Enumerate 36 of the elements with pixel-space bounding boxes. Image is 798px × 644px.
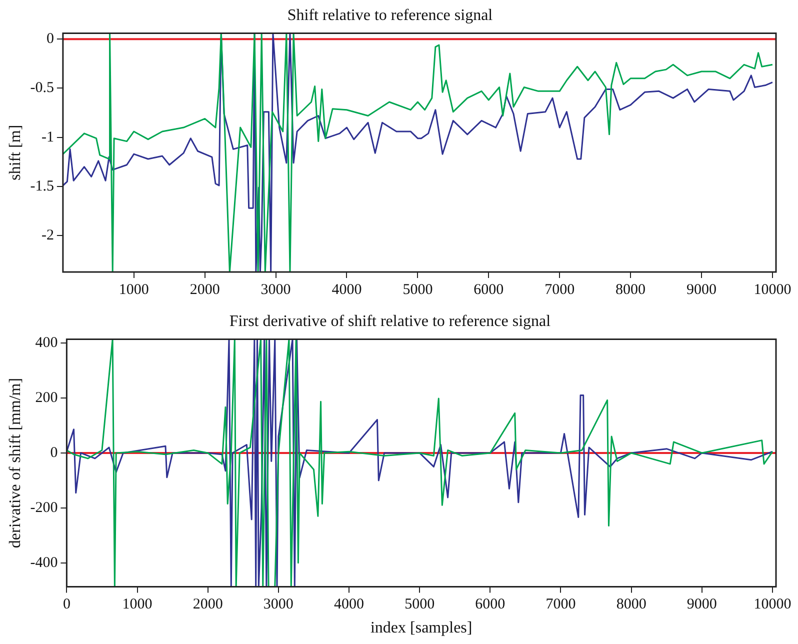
x-tick-label: 9000 <box>686 596 717 613</box>
x-tick-label: 5000 <box>404 596 435 613</box>
chart-title: Shift relative to reference signal <box>287 6 494 24</box>
x-tick-label: 3000 <box>263 596 294 613</box>
x-tick-label: 5000 <box>402 282 433 298</box>
y-axis-title: shift [m] <box>6 124 24 180</box>
x-tick-label: 7000 <box>544 282 575 298</box>
x-tick-label: 2000 <box>192 596 223 613</box>
chart-title: First derivative of shift relative to reference signal <box>229 312 552 330</box>
y-tick-label: 200 <box>35 390 58 406</box>
x-tick-label: 1000 <box>118 282 149 298</box>
x-tick-label: 9000 <box>686 282 716 298</box>
y-tick-label: -0.5 <box>30 80 54 96</box>
x-tick-label: 7000 <box>546 596 576 613</box>
x-tick-label: 8000 <box>616 596 646 613</box>
y-tick-label: -2 <box>41 228 54 244</box>
y-tick-label: -200 <box>30 500 58 516</box>
x-tick-label: 2000 <box>190 282 220 298</box>
y-tick-label: 0 <box>46 31 54 48</box>
x-tick-label: 8000 <box>616 282 646 298</box>
y-tick-label: -1.5 <box>30 178 54 194</box>
x-tick-label: 10000 <box>754 596 792 613</box>
x-tick-label: 4000 <box>332 282 362 298</box>
x-tick-label: 6000 <box>474 282 504 298</box>
y-axis-title: derivative of shift [mm/m] <box>6 378 24 548</box>
y-tick-label: -400 <box>30 554 58 571</box>
x-tick-label: 1000 <box>122 596 152 613</box>
x-tick-label: 4000 <box>334 596 364 613</box>
x-tick-label: 0 <box>62 596 70 613</box>
y-tick-label: 0 <box>50 444 58 461</box>
x-tick-label: 6000 <box>475 596 506 613</box>
x-tick-label: 10000 <box>754 282 792 298</box>
y-tick-label: 400 <box>35 334 58 351</box>
x-tick-label: 3000 <box>260 282 291 298</box>
y-tick-label: -1 <box>41 129 54 146</box>
x-axis-title: index [samples] <box>370 620 472 637</box>
